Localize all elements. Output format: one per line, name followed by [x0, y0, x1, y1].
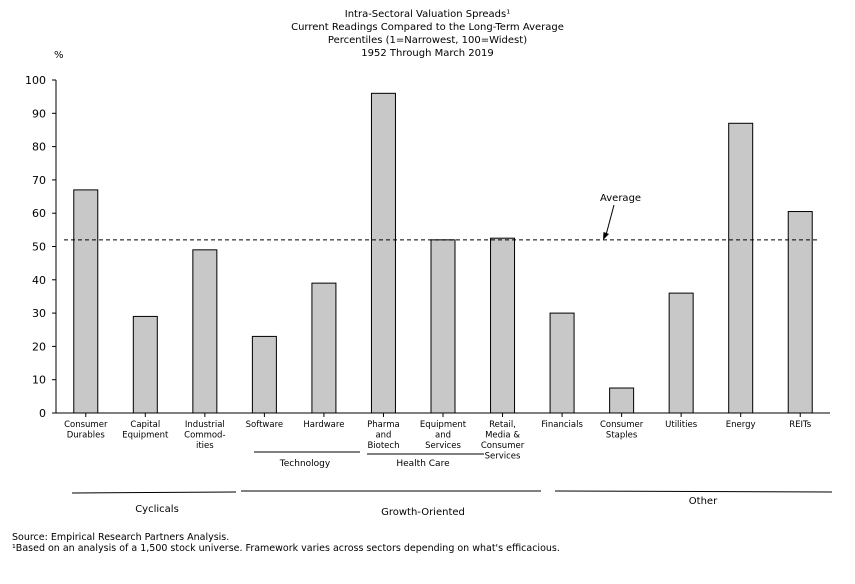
- bar: [370, 92, 396, 414]
- x-tick-label-line: Services: [425, 441, 461, 451]
- chart-subtitle-3: 1952 Through March 2019: [361, 48, 494, 59]
- x-tick-label-line: Retail,: [489, 420, 516, 430]
- y-tick-label: 80: [32, 141, 46, 154]
- y-tick-label: 60: [32, 207, 46, 220]
- bars: [73, 92, 813, 414]
- x-tick-label-line: Staples: [606, 431, 638, 441]
- bar: [132, 315, 158, 414]
- y-axis: 0 10 20 30 40 50 60 70 80 90 100: [25, 74, 57, 420]
- y-tick-label: 10: [32, 374, 46, 387]
- y-tick-label: 30: [32, 307, 46, 320]
- x-tick-label-line: Consumer: [481, 441, 525, 451]
- bar: [73, 189, 99, 414]
- y-tick-label: 0: [39, 407, 46, 420]
- chart-subtitle-2: Percentiles (1=Narrowest, 100=Widest): [327, 35, 528, 46]
- y-tick-label: 90: [32, 107, 46, 120]
- x-tick-label: Software: [246, 420, 283, 430]
- x-tick-label-line: Software: [246, 420, 283, 430]
- bar: [192, 249, 218, 414]
- average-arrow-shaft: [605, 204, 615, 236]
- x-tick-label-line: Industrial: [185, 420, 225, 430]
- cyclicals-bracket-line: [71, 491, 237, 494]
- x-tick-label-line: Hardware: [303, 420, 344, 430]
- x-tick-label: Capital Equipment: [122, 420, 169, 441]
- x-tick-label-line: Pharma: [367, 420, 400, 430]
- x-tick-label-line: Biotech: [367, 441, 399, 451]
- x-tick-label: Hardware: [303, 420, 344, 430]
- x-tick-label-line: Financials: [541, 420, 583, 430]
- x-tick-label: Consumer Staples: [600, 420, 644, 441]
- x-tick-label: Consumer Durables: [64, 420, 108, 441]
- x-tick-label-line: Consumer: [600, 420, 644, 430]
- technology-label: Technology: [279, 459, 331, 469]
- x-tick-label-line: Media &: [485, 431, 520, 441]
- x-tick-label-line: Utilities: [665, 420, 698, 430]
- x-tick-label-line: Equipment: [420, 420, 467, 430]
- bar: [311, 282, 337, 414]
- y-tick-label: 50: [32, 241, 46, 254]
- x-tick-label-line: Commod-: [184, 431, 225, 441]
- x-tick-label: Retail, Media & Consumer Services: [481, 420, 525, 462]
- y-tick-label: 100: [25, 74, 46, 87]
- x-tick-label-line: Durables: [67, 431, 106, 441]
- x-tick-label: Financials: [541, 420, 583, 430]
- bar: [430, 239, 456, 414]
- other-label: Other: [689, 496, 718, 507]
- chart-title: Intra-Sectoral Valuation Spreads¹: [344, 9, 511, 20]
- x-tick-label: Energy: [726, 420, 756, 430]
- x-tick-label-line: and: [375, 431, 391, 441]
- x-tick-label-line: Energy: [726, 420, 756, 430]
- x-tick-label: REITs: [789, 420, 812, 430]
- y-tick-label: 70: [32, 174, 46, 187]
- bar: [668, 292, 694, 414]
- y-tick-label: 40: [32, 274, 46, 287]
- x-tick-label-line: Equipment: [122, 431, 169, 441]
- bar: [728, 122, 754, 414]
- bar: [251, 335, 277, 414]
- x-tick-label: Industrial Commod-ities: [184, 420, 225, 451]
- health-care-label: Health Care: [396, 459, 450, 469]
- x-tick-label-line: and: [435, 431, 451, 441]
- y-axis-unit: %: [54, 50, 64, 61]
- bar: [490, 237, 516, 414]
- bar: [549, 312, 575, 414]
- x-tick-label-line: Consumer: [64, 420, 108, 430]
- source-note: Source: Empirical Research Partners Anal…: [12, 532, 230, 543]
- y-tick-label: 20: [32, 340, 46, 353]
- x-tick-label-line: Services: [485, 452, 521, 462]
- bar: [609, 387, 635, 414]
- average-label: Average: [600, 193, 641, 204]
- x-tick-label-line: ities: [196, 441, 214, 451]
- other-bracket-line: [554, 490, 833, 493]
- x-tick-label: Pharma and Biotech: [367, 420, 400, 451]
- x-tick-label-line: Capital: [130, 420, 160, 430]
- cyclicals-label: Cyclicals: [135, 504, 179, 515]
- footnote: ¹Based on an analysis of a 1,500 stock u…: [12, 543, 560, 554]
- x-tick-label: Equipment and Services: [420, 420, 467, 451]
- bar: [787, 211, 813, 414]
- chart-subtitle-1: Current Readings Compared to the Long-Te…: [291, 22, 564, 33]
- average-arrow-head: [603, 232, 609, 240]
- growth-oriented-label: Growth-Oriented: [381, 507, 465, 518]
- x-tick-label-line: REITs: [789, 420, 812, 430]
- x-tick-label: Utilities: [665, 420, 698, 430]
